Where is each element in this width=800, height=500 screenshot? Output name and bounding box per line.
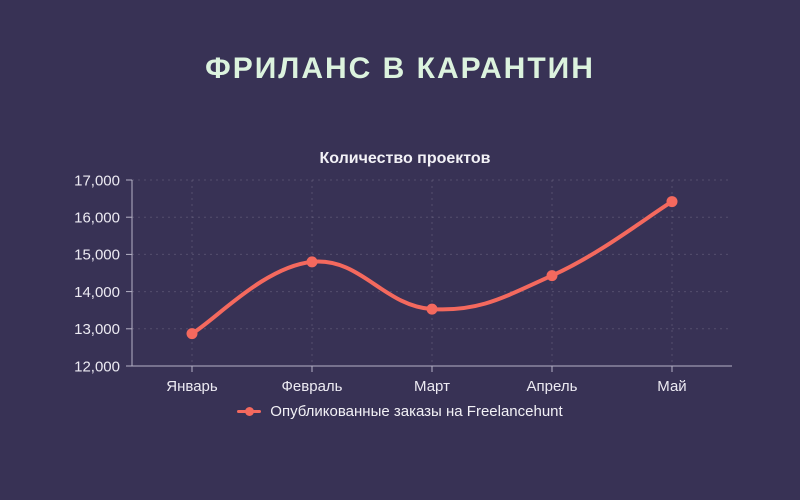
x-tick-label: Май	[657, 378, 686, 395]
chart-title: Количество проектов	[319, 150, 491, 167]
legend-label: Опубликованные заказы на Freelancehunt	[270, 403, 563, 420]
data-point	[306, 256, 318, 268]
data-point	[426, 303, 438, 315]
y-tick-label: 13,000	[74, 321, 120, 338]
y-tick-label: 14,000	[74, 284, 120, 301]
x-tick-label: Апрель	[527, 378, 578, 395]
y-tick-label: 16,000	[74, 209, 120, 226]
legend-item[interactable]: Опубликованные заказы на Freelancehunt	[237, 403, 563, 420]
legend-point-icon	[244, 407, 254, 416]
x-tick-label: Февраль	[282, 378, 343, 395]
data-point	[186, 328, 198, 340]
y-tick-label: 12,000	[74, 358, 120, 375]
legend-line-marker-icon	[237, 407, 262, 416]
data-point	[666, 196, 678, 208]
x-tick-label: Январь	[166, 378, 218, 395]
x-tick-label: Март	[414, 378, 450, 395]
y-tick-label: 17,000	[74, 172, 120, 189]
y-tick-label: 15,000	[74, 247, 120, 264]
chart-legend: Опубликованные заказы на Freelancehunt	[0, 403, 800, 420]
page-title: ФРИЛАНС В КАРАНТИН	[205, 52, 595, 85]
data-point	[546, 270, 558, 282]
line-chart: 12,000 13,000 14,000 15,000 16,000 17,000 Янва…	[74, 172, 732, 395]
